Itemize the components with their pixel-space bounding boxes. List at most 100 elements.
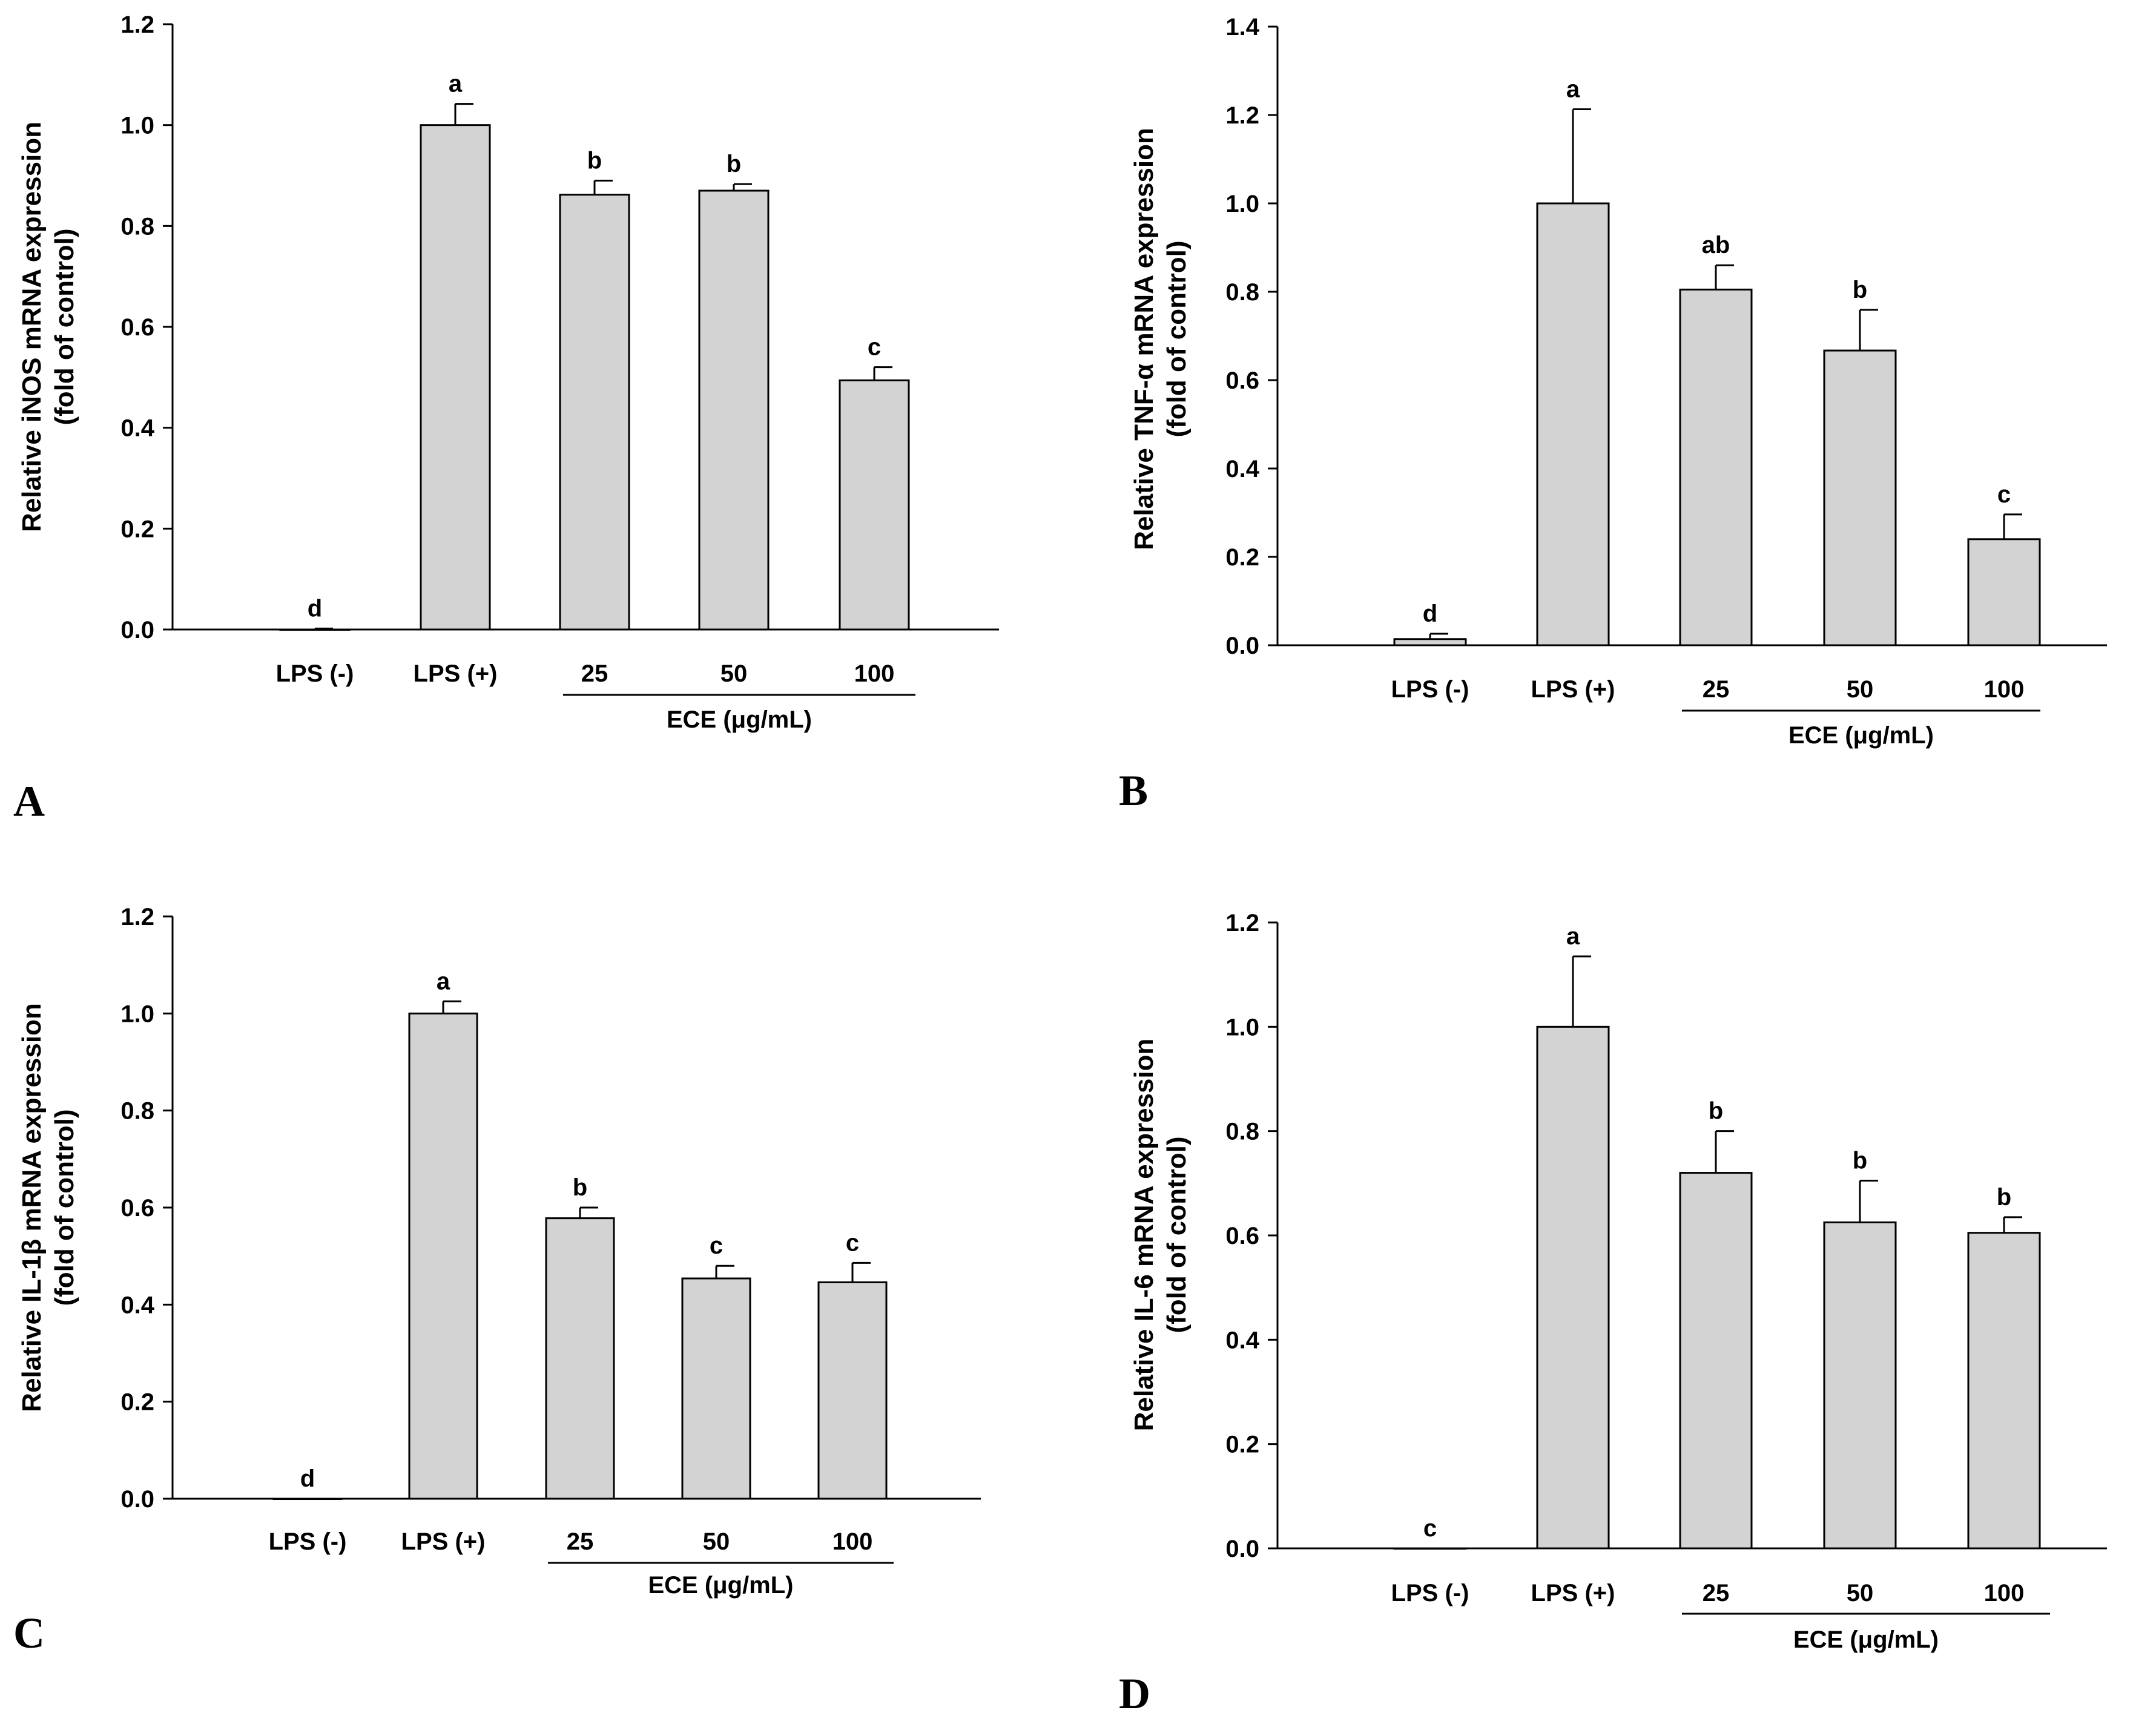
chart-b: 0.0 0.2 0.4 0.6 0.8 1.0 1.2 1.4 d LPS (-) a LPS (+)… [1119, 14, 2107, 815]
x-category-label: LPS (+) [1531, 676, 1615, 703]
y-tick-label: 1.0 [120, 113, 154, 139]
bar [559, 194, 630, 631]
x-category-label: LPS (+) [1531, 1580, 1615, 1606]
x-category-label: 50 [720, 660, 748, 687]
x-category-label: 50 [1847, 676, 1874, 703]
y-axis-label-line1: Relative IL-6 mRNA expression [1129, 1039, 1159, 1432]
x-category-label: 100 [1984, 676, 2025, 703]
bar [1536, 202, 1610, 646]
y-tick-label: 1.0 [1225, 1014, 1259, 1041]
significance-letter: c [710, 1232, 723, 1259]
significance-letter: d [308, 595, 322, 622]
y-tick-label: 0.2 [120, 1389, 154, 1416]
x-category-label: 100 [854, 660, 895, 687]
y-tick-label: 0.2 [120, 516, 154, 542]
significance-letter: b [1709, 1098, 1723, 1125]
bar [839, 379, 910, 631]
x-category-label: LPS (-) [269, 1528, 347, 1555]
y-axis-label-line1: Relative iNOS mRNA expression [17, 122, 47, 532]
y-tick-label: 1.2 [1225, 910, 1259, 936]
significance-letter: a [437, 968, 450, 995]
x-category-label: 25 [581, 660, 608, 687]
bar [1967, 1232, 2041, 1550]
y-tick-label: 0.8 [1225, 1119, 1259, 1145]
x-category-label: LPS (-) [1391, 676, 1469, 703]
significance-letter: b [573, 1174, 587, 1201]
bar [681, 1277, 751, 1500]
panel-label: D [1119, 1669, 1150, 1713]
y-tick-label: 0.2 [1225, 1432, 1259, 1458]
significance-letter: d [1423, 600, 1437, 627]
group-label: ECE (μg/mL) [1788, 722, 1934, 749]
x-category-label: 50 [703, 1528, 730, 1555]
bar [545, 1217, 615, 1500]
y-tick-label: 0.0 [120, 617, 154, 643]
y-tick-label: 0.0 [120, 1486, 154, 1513]
bar [1536, 1025, 1610, 1550]
significance-letter: b [1853, 277, 1867, 303]
x-category-label: LPS (+) [414, 660, 498, 687]
y-axis-label-line1: Relative TNF-α mRNA expression [1129, 128, 1159, 550]
x-category-label: 50 [1847, 1580, 1874, 1606]
significance-letter: a [1566, 76, 1580, 103]
chart-d: 0.0 0.2 0.4 0.6 0.8 1.0 1.2 c LPS (-) a LPS (+) b 25… [1119, 910, 2107, 1713]
group-label: ECE (μg/mL) [648, 1572, 793, 1599]
y-tick-label: 1.0 [120, 1001, 154, 1027]
y-tick-label: 1.2 [120, 904, 154, 930]
y-tick-label: 0.4 [1225, 456, 1259, 482]
significance-letter: a [1566, 923, 1580, 950]
x-category-label: 100 [832, 1528, 873, 1555]
significance-letter: c [868, 334, 881, 361]
panel-label: C [13, 1609, 45, 1657]
y-tick-label: 0.8 [120, 1098, 154, 1125]
significance-letter: ab [1702, 232, 1730, 258]
y-tick-label: 0.8 [120, 213, 154, 240]
significance-letter: b [1997, 1184, 2011, 1211]
significance-letter: b [727, 151, 741, 177]
bar [817, 1281, 888, 1500]
x-category-label: LPS (+) [401, 1528, 486, 1555]
y-tick-label: 0.4 [120, 415, 154, 442]
bar [698, 189, 770, 631]
x-category-label: 25 [1703, 1580, 1730, 1606]
x-category-label: 25 [567, 1528, 594, 1555]
significance-letter: c [846, 1229, 859, 1256]
y-axis-title: Relative IL-6 mRNA expression (fold of co… [1129, 1039, 1192, 1432]
significance-letter: d [300, 1465, 315, 1492]
chart-c: 0.0 0.2 0.4 0.6 0.8 1.0 1.2 d LPS (-) a LPS (+) b 25… [13, 904, 981, 1657]
panel-label: B [1119, 766, 1148, 815]
significance-letter: c [1997, 481, 2011, 508]
y-axis-title: Relative TNF-α mRNA expression (fold of c… [1129, 128, 1192, 550]
y-axis-label-line2: (fold of control) [50, 228, 79, 425]
y-tick-label: 0.0 [1225, 633, 1259, 659]
y-tick-label: 0.6 [1225, 1223, 1259, 1249]
y-tick-label: 1.0 [1225, 191, 1259, 217]
chart-a: 0.0 0.2 0.4 0.6 0.8 1.0 1.2 d LPS (-) a LPS (+) b 25… [13, 12, 999, 826]
x-category-label: LPS (-) [276, 660, 354, 687]
y-axis-title: Relative IL-1β mRNA expression (fold of c… [17, 1003, 79, 1412]
y-axis-label-line2: (fold of control) [1162, 240, 1192, 437]
y-tick-label: 1.4 [1225, 14, 1259, 41]
bar [1393, 638, 1467, 646]
bar [1967, 538, 2041, 646]
x-category-label: 100 [1984, 1580, 2025, 1606]
bar [1823, 1221, 1897, 1550]
significance-letter: b [1853, 1148, 1867, 1174]
bar [420, 124, 491, 631]
y-tick-label: 1.2 [120, 12, 154, 38]
y-axis-title: Relative iNOS mRNA expression (fold of co… [17, 122, 79, 532]
panel-label: A [13, 777, 45, 826]
y-tick-label: 0.6 [1225, 367, 1259, 394]
y-axis-label-line1: Relative IL-1β mRNA expression [17, 1003, 47, 1412]
x-category-label: LPS (-) [1391, 1580, 1469, 1606]
y-tick-label: 0.6 [120, 314, 154, 341]
significance-letter: b [587, 147, 602, 174]
y-axis-label-line2: (fold of control) [1162, 1136, 1192, 1333]
y-tick-label: 0.4 [120, 1292, 154, 1318]
group-label: ECE (μg/mL) [1793, 1626, 1939, 1653]
y-tick-label: 0.8 [1225, 279, 1259, 306]
group-label: ECE (μg/mL) [667, 706, 812, 733]
y-tick-label: 0.2 [1225, 544, 1259, 571]
significance-letter: a [449, 71, 463, 97]
